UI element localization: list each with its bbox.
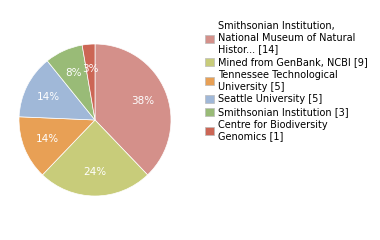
Text: 14%: 14% [37,92,60,102]
Wedge shape [43,120,147,196]
Text: 8%: 8% [65,68,82,78]
Wedge shape [95,44,171,175]
Text: 38%: 38% [131,96,155,106]
Text: 24%: 24% [84,167,106,177]
Legend: Smithsonian Institution,
National Museum of Natural
Histor... [14], Mined from G: Smithsonian Institution, National Museum… [204,20,369,142]
Wedge shape [19,61,95,120]
Text: 14%: 14% [35,134,59,144]
Wedge shape [82,44,95,120]
Text: 3%: 3% [82,64,99,73]
Wedge shape [19,117,95,175]
Wedge shape [47,45,95,120]
